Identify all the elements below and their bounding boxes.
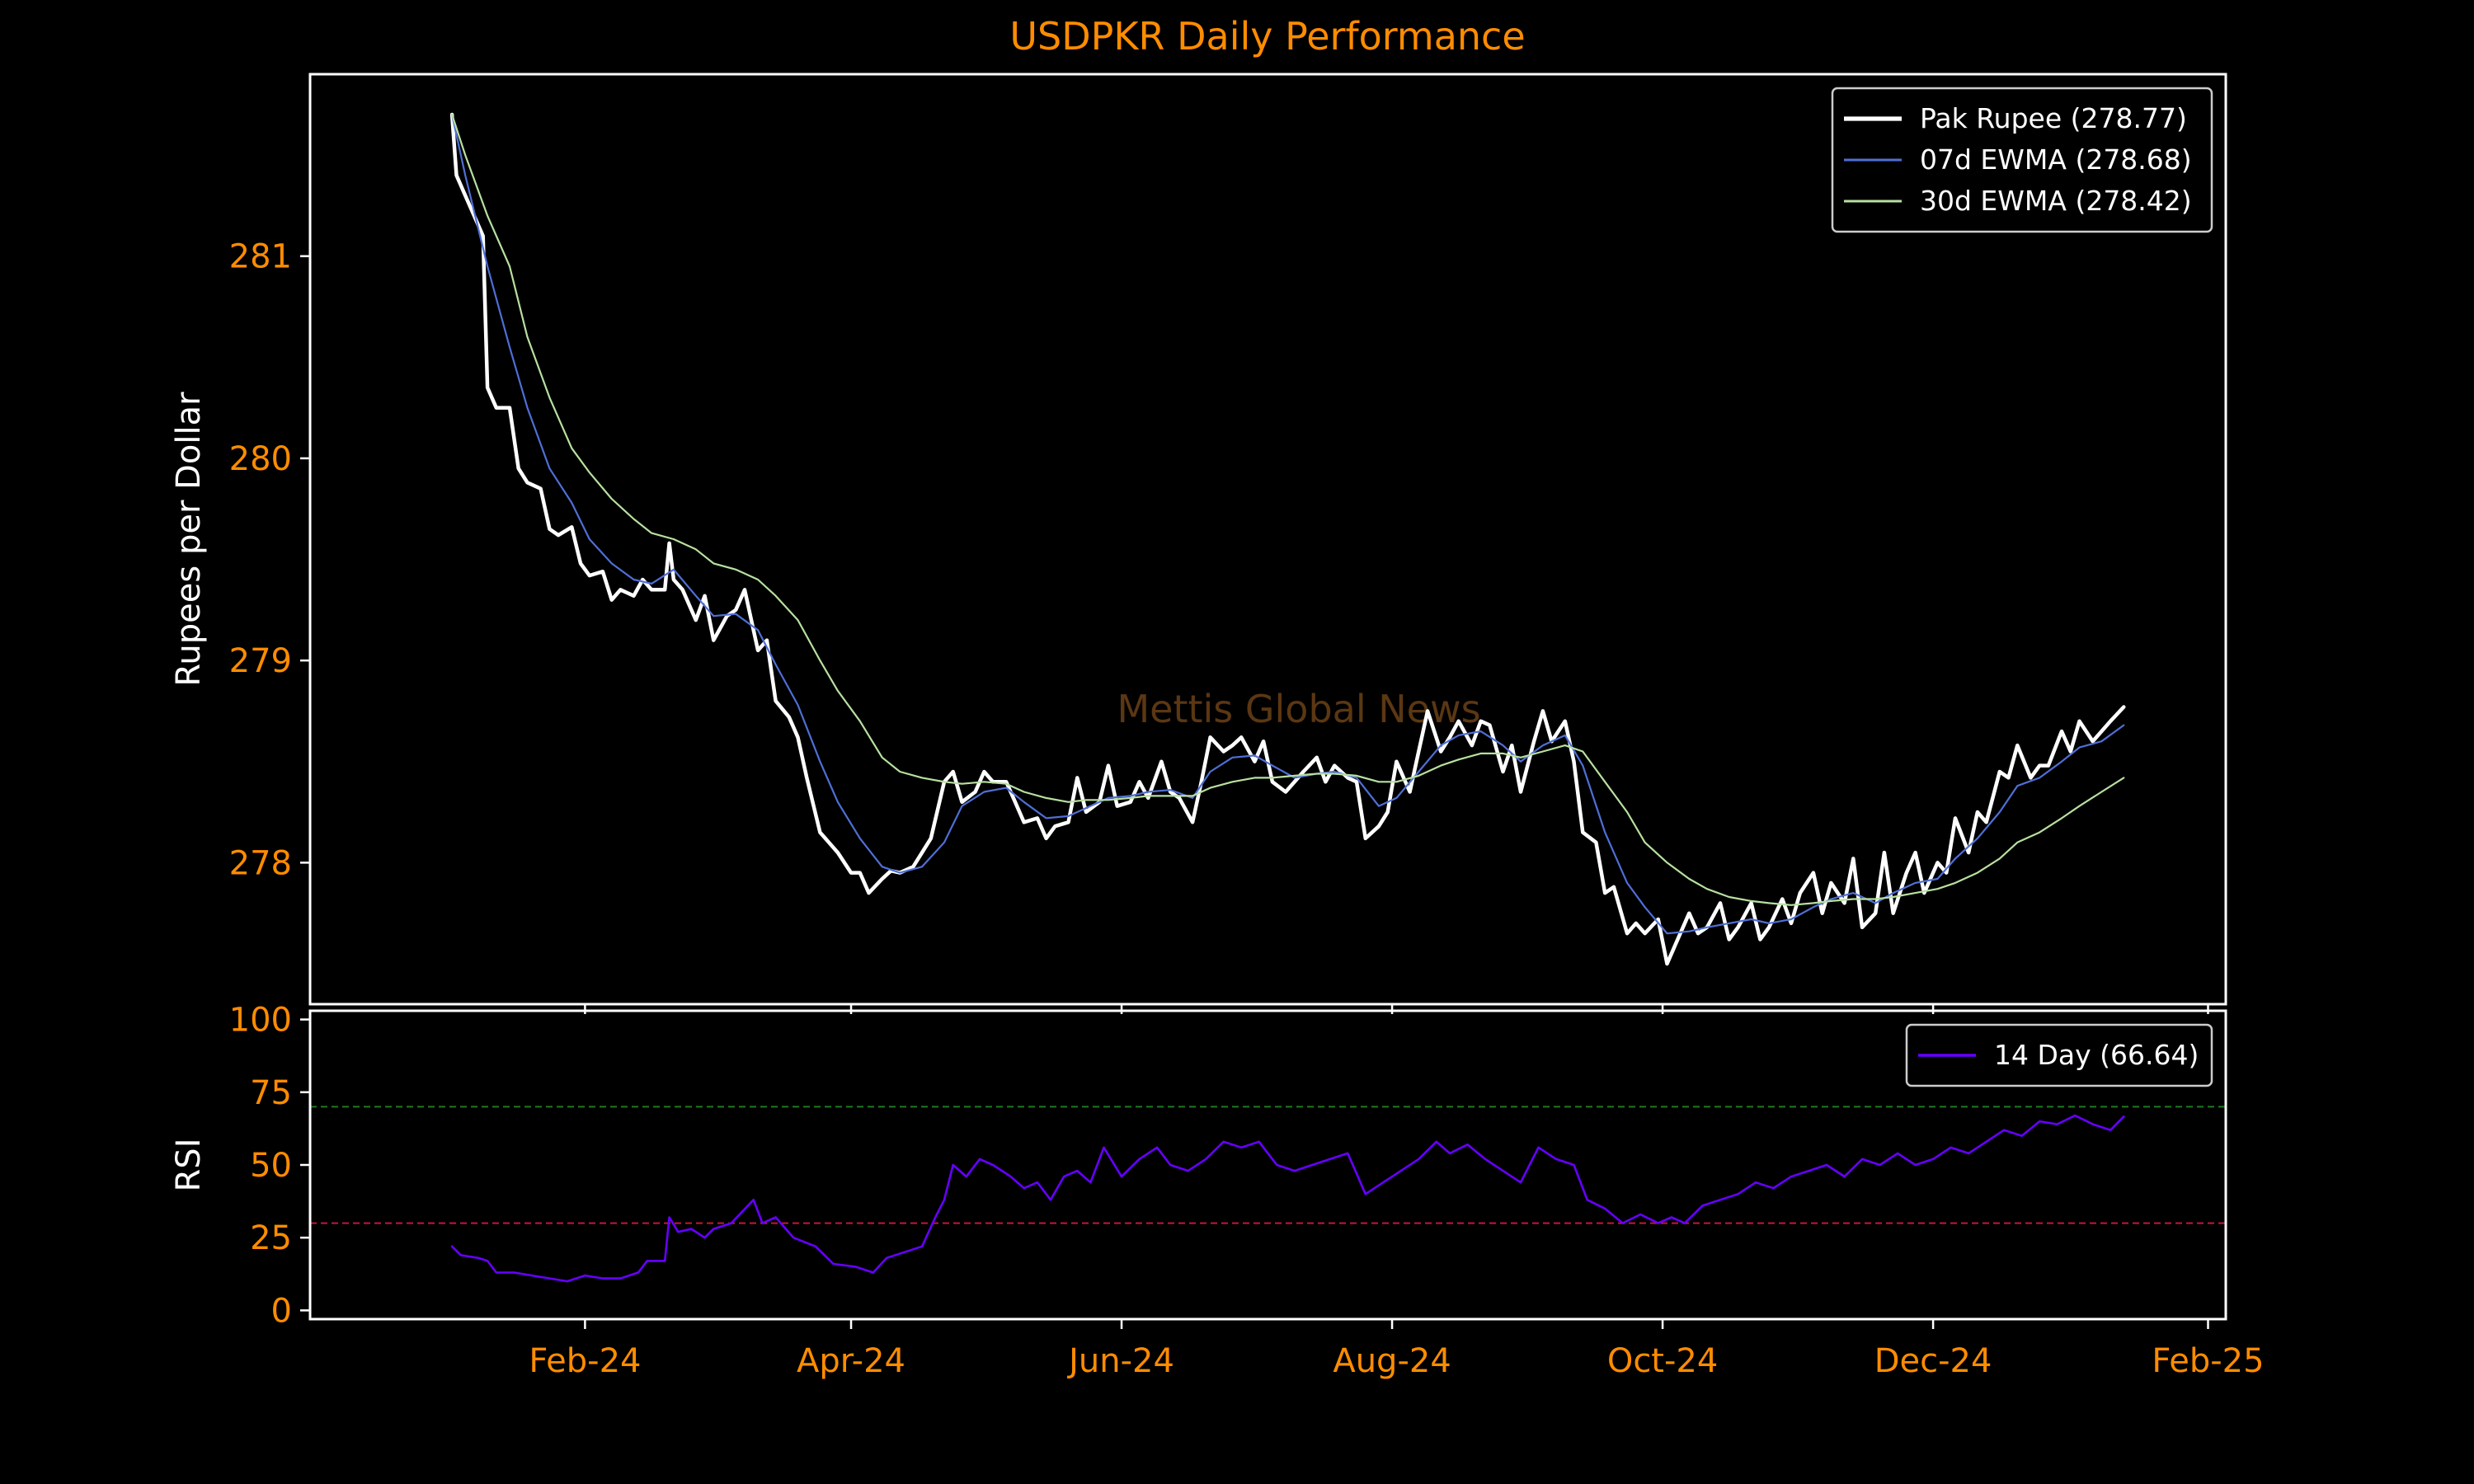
y-tick-label: 280 [229,440,292,478]
chart-title: USDPKR Daily Performance [1009,14,1525,59]
rsi-y-axis-label: RSI [170,1139,208,1192]
rsi-legend: 14 Day (66.64) [1905,1023,2213,1087]
price-series-2 [451,113,2125,906]
rsi-panel: 0 25 50 75 100 RSI 14 Day (66.64) [170,1002,2227,1330]
y-tick-label: 0 [271,1292,292,1330]
watermark: Mettis Global News [1117,687,1480,731]
price-series-layer [449,112,2126,966]
y-tick-label: 279 [229,642,292,680]
price-legend: Pak Rupee (278.77) 07d EWMA (278.68) 30d E… [1831,87,2213,233]
legend-label: 14 Day (66.64) [1994,1039,2199,1071]
price-y-axis: 278 279 280 281 [229,238,310,882]
price-y-axis-label: Rupees per Dollar [170,392,208,687]
y-tick-label: 75 [250,1074,292,1112]
price-plot-frame [308,73,2227,1006]
legend-label: Pak Rupee (278.77) [1920,102,2187,134]
x-tick-label: Apr-24 [797,1342,905,1380]
rsi-y-axis: 0 25 50 75 100 [229,1002,310,1330]
x-tick-label: Oct-24 [1607,1342,1719,1380]
y-tick-label: 281 [229,238,292,276]
rsi-series-layer [310,1106,2226,1283]
x-tick-label: Aug-24 [1333,1342,1451,1380]
x-tick-label: Feb-25 [2152,1342,2264,1380]
x-axis: Feb-24 Apr-24 Jun-24 Aug-24 Oct-24 Dec-24 Feb-… [529,1004,2265,1380]
legend-label: 30d EWMA (278.42) [1920,185,2192,217]
y-tick-label: 100 [229,1002,292,1040]
x-tick-label: Feb-24 [529,1342,641,1380]
y-tick-label: 278 [229,844,292,882]
legend-box [1831,87,2213,233]
x-tick-label: Dec-24 [1874,1342,1992,1380]
rsi-series-0 [450,1114,2125,1283]
price-series-1 [451,113,2125,935]
x-tick-label: Jun-24 [1066,1342,1174,1380]
y-tick-label: 25 [250,1219,292,1257]
legend-box [1905,1023,2213,1087]
legend-label: 07d EWMA (278.68) [1920,143,2192,176]
y-tick-label: 50 [250,1147,292,1185]
price-panel: 278 279 280 281 Rupees per Dollar Pak Rupee… [170,73,2227,1006]
